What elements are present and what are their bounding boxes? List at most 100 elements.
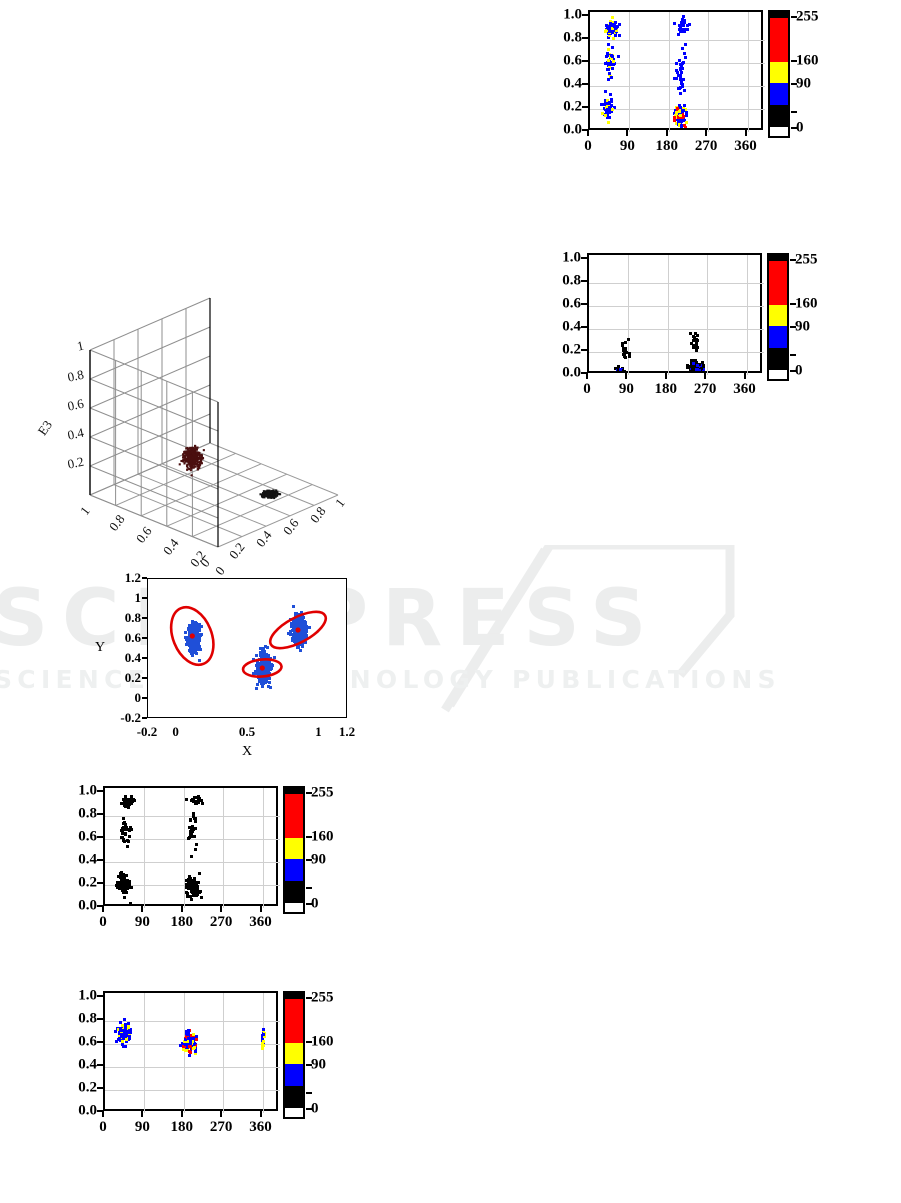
data-point — [186, 880, 190, 884]
y-tick-label: 1 — [134, 590, 142, 605]
data-point — [117, 1038, 121, 1042]
data-point — [290, 622, 294, 626]
x-tick-mark — [220, 906, 223, 912]
colorbar-seg-white — [769, 369, 787, 379]
colorbar-seg-black-top — [285, 993, 303, 999]
data-point — [189, 830, 193, 834]
data-point — [299, 643, 303, 647]
data-point — [298, 639, 302, 643]
plot-frame — [147, 578, 347, 718]
data-point — [255, 666, 259, 670]
data-point — [126, 805, 130, 809]
cluster-black — [259, 489, 282, 500]
colorbar-tick — [791, 127, 797, 130]
data-point — [685, 363, 689, 367]
data-point — [192, 1041, 196, 1045]
data-point — [606, 35, 610, 39]
data-point — [300, 634, 304, 638]
data-point — [196, 646, 200, 650]
data-point — [682, 23, 686, 27]
y-tick-label: 0.6 — [124, 630, 141, 645]
y-tick-mark — [97, 835, 103, 838]
x-tick-label: 90 — [618, 381, 634, 397]
data-point — [604, 111, 608, 115]
data-point — [119, 876, 123, 880]
colorbar-tick — [306, 792, 312, 795]
y-tick-label: -0.2 — [120, 710, 141, 725]
data-point — [181, 1042, 185, 1046]
axis-line — [161, 463, 291, 517]
data-point — [608, 116, 611, 120]
data-point — [189, 1037, 193, 1041]
data-point — [123, 827, 127, 831]
data-point — [194, 892, 198, 896]
data-point — [295, 612, 299, 616]
colorbar-tick — [790, 259, 796, 262]
data-point — [122, 876, 126, 880]
data-point — [691, 361, 695, 365]
x-tick-mark — [743, 373, 746, 379]
data-point — [270, 663, 274, 667]
y-tick-label: 0.0 — [563, 121, 582, 138]
data-point — [679, 71, 683, 75]
data-point — [681, 113, 685, 117]
data-point — [290, 624, 294, 628]
gridline-vertical — [223, 993, 225, 1113]
data-point — [261, 1037, 265, 1041]
data-point — [685, 365, 689, 369]
data-point — [604, 109, 608, 113]
colorbar-label-0: 0 — [311, 1100, 319, 1117]
data-point — [607, 65, 611, 69]
data-point — [299, 616, 303, 620]
data-point — [185, 1042, 189, 1046]
data-point — [609, 76, 613, 80]
data-point — [199, 895, 203, 899]
data-point — [263, 662, 267, 666]
data-point — [603, 113, 607, 117]
colorbar-label-90: 90 — [311, 851, 326, 868]
y-tick-label: 0.2 — [562, 341, 581, 358]
x-tick-label: 270 — [693, 381, 717, 397]
data-point — [609, 24, 613, 28]
y-tick-label: 0.2 — [124, 670, 141, 685]
data-point — [194, 643, 198, 647]
data-point — [261, 678, 265, 682]
data-point — [125, 883, 129, 887]
gridline-vertical — [747, 12, 749, 132]
x-tick-mark — [625, 373, 628, 379]
data-point — [290, 628, 294, 632]
data-point — [194, 640, 198, 644]
data-point — [608, 110, 612, 114]
data-point — [123, 896, 127, 900]
data-point — [263, 651, 267, 655]
axis-line — [89, 355, 211, 409]
data-point — [608, 104, 612, 108]
data-point — [195, 880, 199, 884]
y-tick-label: 0.8 — [563, 29, 582, 46]
data-point — [254, 686, 258, 690]
data-point — [675, 107, 679, 111]
y-tick-label: 0.4 — [78, 1056, 97, 1073]
data-point — [127, 1034, 131, 1038]
data-point — [190, 623, 194, 627]
data-point — [124, 794, 128, 798]
data-point — [259, 651, 263, 655]
data-point — [680, 61, 684, 65]
data-point — [256, 683, 260, 687]
data-point — [188, 1051, 192, 1055]
data-point — [128, 902, 132, 904]
data-point — [122, 1030, 126, 1034]
y-tick-mark — [142, 577, 147, 579]
data-point — [198, 658, 202, 662]
data-point — [190, 799, 194, 803]
data-point — [303, 636, 307, 639]
data-point — [677, 33, 681, 37]
data-point — [609, 54, 613, 58]
y-tick-mark — [142, 697, 147, 699]
data-point — [611, 22, 615, 26]
data-point — [116, 874, 120, 878]
axis-line — [89, 436, 219, 490]
data-point — [679, 91, 683, 95]
data-point — [680, 82, 684, 86]
data-point — [606, 42, 610, 46]
